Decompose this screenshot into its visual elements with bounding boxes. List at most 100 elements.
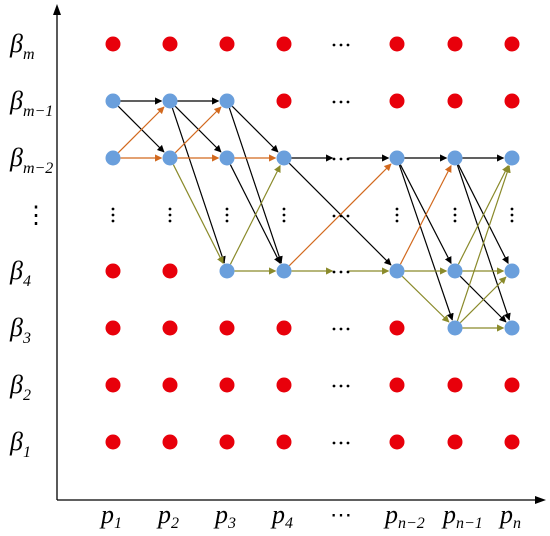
vertical-ellipsis-dot: [111, 213, 115, 217]
edge-arrow: [174, 106, 222, 154]
column-label-ellipsis: ⋯: [330, 502, 352, 527]
column-label: p2: [156, 500, 179, 532]
nodes-layer: [105, 36, 520, 450]
active-node: [389, 150, 405, 166]
inactive-node: [389, 320, 405, 336]
column-label: p4: [270, 500, 293, 532]
inactive-node: [276, 320, 292, 336]
row-label: βm−1: [9, 86, 53, 120]
horizontal-ellipsis-dot: [346, 441, 350, 445]
active-node: [447, 263, 463, 279]
inactive-node: [105, 377, 121, 393]
vertical-ellipsis-dot: [510, 219, 514, 223]
horizontal-ellipsis-dot: [339, 441, 343, 445]
vertical-ellipsis-dot: [225, 219, 229, 223]
inactive-node: [219, 36, 235, 52]
inactive-node: [389, 36, 405, 52]
row-label: β2: [9, 370, 31, 404]
vertical-ellipsis-dot: [225, 207, 229, 211]
inactive-node: [447, 377, 463, 393]
axes: [53, 4, 546, 504]
inactive-node: [162, 36, 178, 52]
horizontal-ellipsis-dot: [332, 214, 336, 218]
active-node: [105, 93, 121, 109]
row-label: β4: [9, 256, 31, 290]
vertical-ellipsis-dot: [395, 213, 399, 217]
active-node: [276, 263, 292, 279]
horizontal-ellipsis-dot: [332, 43, 336, 47]
inactive-node: [162, 434, 178, 450]
inactive-node: [276, 36, 292, 52]
inactive-node: [504, 36, 520, 52]
inactive-node: [447, 36, 463, 52]
edge-arrow: [398, 164, 454, 321]
horizontal-ellipsis-dot: [346, 384, 350, 388]
active-node: [504, 263, 520, 279]
vertical-ellipsis-dot: [168, 213, 172, 217]
horizontal-ellipsis-dot: [339, 327, 343, 331]
vertical-ellipsis-dot: [282, 207, 286, 211]
edge-arrow: [288, 163, 392, 267]
row-label: β3: [9, 313, 31, 347]
x-axis-arrowhead: [535, 496, 546, 504]
active-node: [219, 150, 235, 166]
inactive-node: [219, 320, 235, 336]
vertical-ellipsis-dot: [395, 219, 399, 223]
row-labels: βm βm−1 βm−2 ⋮ β4 β3 β2 β1: [9, 29, 53, 461]
vertical-ellipsis-dot: [453, 207, 457, 211]
horizontal-ellipsis-dot: [339, 214, 343, 218]
active-node: [276, 150, 292, 166]
edge-arrow: [399, 164, 452, 265]
inactive-node: [276, 93, 292, 109]
edge-arrow: [228, 107, 283, 264]
inactive-node: [105, 320, 121, 336]
horizontal-ellipsis-dot: [332, 270, 336, 274]
horizontal-ellipsis-dot: [332, 100, 336, 104]
y-axis-arrowhead: [53, 4, 61, 15]
horizontal-ellipsis-dot: [346, 100, 350, 104]
horizontal-ellipsis-dot: [339, 157, 343, 161]
horizontal-ellipsis-dot: [332, 384, 336, 388]
edge-arrow: [229, 164, 281, 265]
vertical-ellipsis-dot: [453, 219, 457, 223]
column-label: pn−1: [441, 500, 483, 532]
vertical-ellipsis-dot: [510, 213, 514, 217]
column-labels: p1 p2 p3 p4 ⋯ pn−2 pn−1 pn: [99, 500, 521, 532]
inactive-node: [504, 377, 520, 393]
inactive-node: [105, 263, 121, 279]
edge-arrow: [231, 105, 279, 153]
active-node: [504, 150, 520, 166]
active-node: [162, 93, 178, 109]
inactive-node: [219, 377, 235, 393]
horizontal-ellipsis-dot: [332, 157, 336, 161]
inactive-node: [389, 434, 405, 450]
vertical-ellipsis-dot: [225, 213, 229, 217]
column-label: p3: [213, 500, 236, 532]
vertical-ellipsis-dot: [510, 207, 514, 211]
inactive-node: [504, 434, 520, 450]
vertical-ellipsis-dot: [395, 207, 399, 211]
horizontal-ellipsis-dot: [346, 214, 350, 218]
row-label: βm: [9, 29, 35, 63]
vertical-ellipsis-dot: [282, 219, 286, 223]
edge-arrow: [117, 106, 165, 154]
inactive-node: [276, 434, 292, 450]
active-node: [105, 150, 121, 166]
inactive-node: [276, 377, 292, 393]
column-label: pn: [498, 500, 521, 532]
horizontal-ellipsis-dot: [346, 270, 350, 274]
edge-arrow: [171, 107, 226, 264]
horizontal-ellipsis-dot: [346, 327, 350, 331]
vertical-ellipsis-dot: [111, 207, 115, 211]
horizontal-ellipsis-dot: [332, 327, 336, 331]
row-label-ellipsis: ⋮: [24, 203, 48, 229]
horizontal-ellipsis-dot: [346, 157, 350, 161]
inactive-node: [504, 93, 520, 109]
vertical-ellipsis-dot: [282, 213, 286, 217]
horizontal-ellipsis-dot: [346, 43, 350, 47]
inactive-node: [389, 93, 405, 109]
active-node: [219, 263, 235, 279]
row-label: βm−2: [9, 143, 53, 177]
